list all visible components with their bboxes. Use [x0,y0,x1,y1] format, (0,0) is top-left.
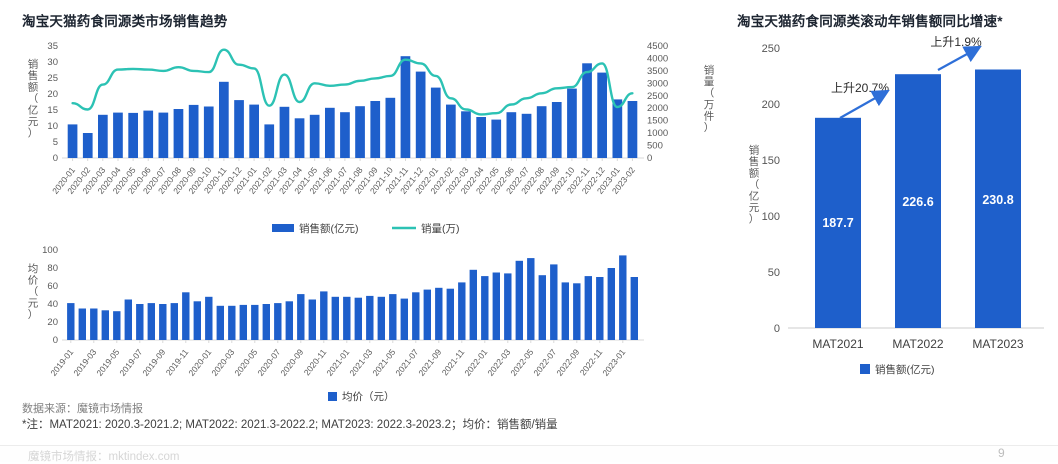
footnote-text: *注：MAT2021: 2020.3-2021.2; MAT2022: 2021… [22,419,558,431]
svg-text:销量(万): 销量(万) [421,222,460,235]
svg-text:）: ） [28,309,39,321]
svg-text:价: 价 [28,275,39,287]
svg-text:MAT2022: MAT2022 [892,337,943,351]
svg-text:2019-07: 2019-07 [117,347,144,378]
svg-text:100: 100 [42,245,58,256]
svg-text:2021-09: 2021-09 [416,347,443,378]
mat-growth-bar-chart: 0 50 100 150 200 250 187.7 MAT2021 226.6 MAT2022 2… [732,28,1058,390]
svg-text:2022-03: 2022-03 [485,347,512,378]
svg-text:（: （ [749,179,760,191]
svg-text:均价（元）: 均价（元） [342,391,395,403]
svg-text:万: 万 [704,99,715,111]
svg-text:2020-05: 2020-05 [232,347,259,378]
right-chart-title: 淘宝天猫药食同源类滚动年销售额同比增速* [737,14,1003,29]
page-number: 9 [998,446,1005,460]
svg-text:25: 25 [47,73,58,84]
svg-text:0: 0 [53,335,58,346]
svg-text:销: 销 [749,144,760,157]
svg-text:20: 20 [47,317,58,328]
svg-text:2021-07: 2021-07 [393,347,420,378]
svg-text:均: 均 [28,263,39,275]
svg-text:60: 60 [47,281,58,292]
svg-text:2022-01: 2022-01 [462,347,489,378]
svg-text:上升20.7%: 上升20.7% [831,81,889,95]
watermark-text: 魔镜市场情报：mktindex.com [28,451,180,463]
svg-text:0: 0 [53,153,58,164]
svg-text:销售额(亿元): 销售额(亿元) [875,363,935,376]
svg-text:1500: 1500 [647,116,668,127]
svg-text:亿: 亿 [749,190,760,203]
svg-text:4000: 4000 [647,53,668,64]
svg-text:2019-05: 2019-05 [94,347,121,378]
svg-text:35: 35 [47,41,58,52]
svg-text:500: 500 [647,141,663,152]
svg-text:售: 售 [749,155,760,168]
svg-text:件: 件 [704,110,715,122]
svg-text:200: 200 [762,99,780,111]
svg-text:10: 10 [47,121,58,132]
svg-text:3500: 3500 [647,66,668,77]
svg-text:3000: 3000 [647,78,668,89]
svg-text:15: 15 [47,105,58,116]
sales-trend-combo-chart: 0 5 10 15 20 25 30 35 0 500 1000 1500 2000 2500 3000 35… [20,30,720,245]
svg-text:40: 40 [47,299,58,310]
svg-text:230.8: 230.8 [982,193,1013,207]
svg-text:1000: 1000 [647,128,668,139]
svg-text:2020-07: 2020-07 [255,347,282,378]
svg-text:额: 额 [28,81,39,94]
svg-text:80: 80 [47,263,58,274]
svg-text:上升1.9%: 上升1.9% [930,35,982,49]
svg-text:）: ） [28,128,39,140]
svg-text:2500: 2500 [647,91,668,102]
svg-text:5: 5 [53,137,58,148]
svg-text:2021-03: 2021-03 [347,347,374,378]
svg-text:2019-09: 2019-09 [140,347,167,378]
svg-text:2019-01: 2019-01 [48,347,75,378]
svg-text:226.6: 226.6 [902,195,933,209]
svg-text:2020-01: 2020-01 [186,347,213,378]
svg-text:（: （ [704,87,715,99]
svg-text:2000: 2000 [647,103,668,114]
svg-text:20: 20 [47,89,58,100]
svg-text:2022-07: 2022-07 [531,347,558,378]
data-source-text: 数据来源：魔镜市场情报 [22,403,143,415]
svg-text:50: 50 [768,267,780,279]
svg-text:100: 100 [762,211,780,223]
svg-text:2020-03: 2020-03 [209,347,236,378]
svg-text:MAT2023: MAT2023 [972,337,1023,351]
svg-text:MAT2021: MAT2021 [812,337,863,351]
average-price-bar-chart: 0 20 40 60 80 100 2019-01 2019-03 2019-05 2019-07… [20,240,720,410]
svg-text:187.7: 187.7 [822,216,853,230]
svg-text:2022-05: 2022-05 [508,347,535,378]
svg-text:售: 售 [28,69,39,82]
svg-text:2022-09: 2022-09 [554,347,581,378]
svg-text:（: （ [28,286,39,298]
svg-text:（: （ [28,93,39,105]
svg-text:元: 元 [749,202,760,214]
svg-text:30: 30 [47,57,58,68]
svg-text:150: 150 [762,155,780,167]
svg-text:2020-09: 2020-09 [278,347,305,378]
svg-text:销售额(亿元): 销售额(亿元) [299,222,359,235]
svg-text:元: 元 [28,298,39,310]
svg-text:2019-03: 2019-03 [71,347,98,378]
svg-text:销: 销 [28,58,39,71]
svg-text:0: 0 [647,153,652,164]
svg-text:元: 元 [28,116,39,128]
svg-text:额: 额 [749,167,760,180]
svg-text:量: 量 [704,76,715,88]
svg-text:0: 0 [774,323,780,335]
svg-text:250: 250 [762,43,780,55]
svg-text:2021-01: 2021-01 [324,347,351,378]
svg-text:2023-01: 2023-01 [600,347,627,378]
svg-text:销: 销 [704,63,715,76]
svg-text:）: ） [704,122,715,134]
left-chart-title: 淘宝天猫药食同源类市场销售趋势 [22,14,228,29]
footer-divider [0,445,1058,462]
svg-text:4500: 4500 [647,41,668,52]
svg-text:2021-05: 2021-05 [370,347,397,378]
svg-text:亿: 亿 [28,104,39,117]
svg-text:）: ） [749,214,760,226]
